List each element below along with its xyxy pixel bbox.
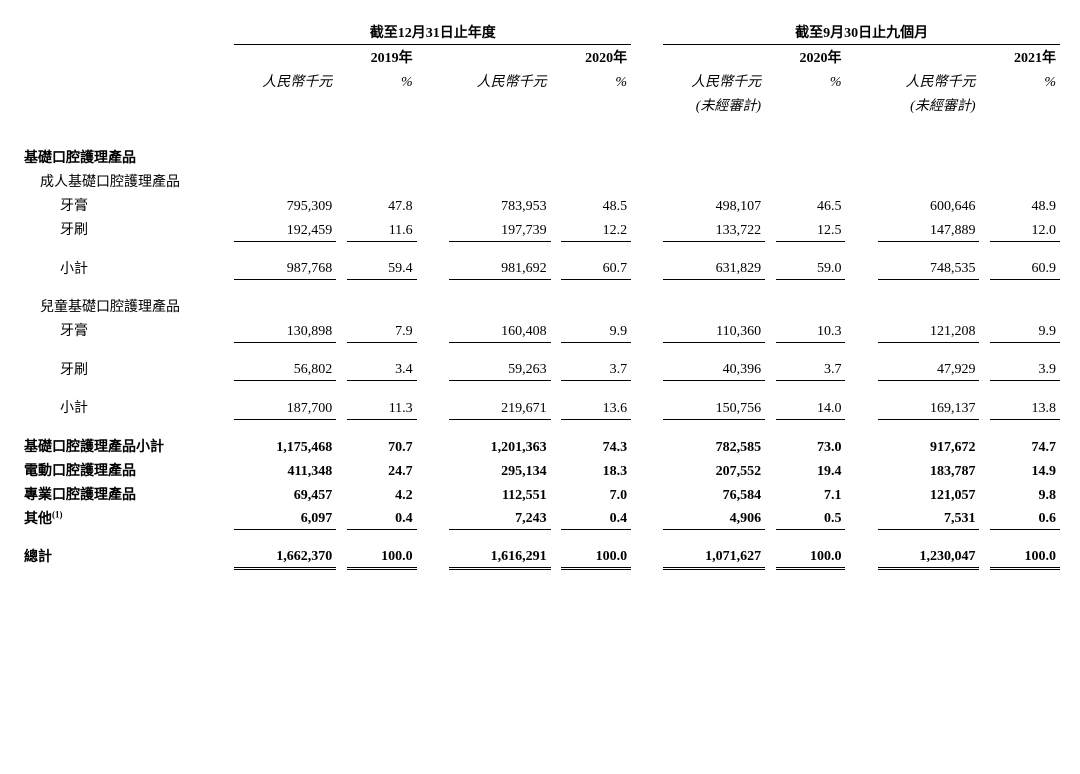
row-label: 基礎口腔護理產品小計 xyxy=(20,434,234,458)
row-label: 牙刷 xyxy=(20,357,234,381)
row-other: 其他(1) 6,0970.4 7,2430.4 4,9060.5 7,5310.… xyxy=(20,506,1060,530)
unit-label: 人民幣千元 xyxy=(234,69,336,93)
pct-label: % xyxy=(990,69,1060,93)
pct-label: % xyxy=(347,69,417,93)
row-adult-toothpaste: 牙膏 795,30947.8 783,95348.5 498,10746.5 6… xyxy=(20,193,1060,217)
header-period-row: 截至12月31日止年度 截至9月30日止九個月 xyxy=(20,20,1060,45)
row-label: 電動口腔護理產品 xyxy=(20,458,234,482)
header-unit-row: 人民幣千元 % 人民幣千元 % 人民幣千元 % 人民幣千元 % xyxy=(20,69,1060,93)
unit-label: 人民幣千元 xyxy=(878,69,980,93)
col-2021: 2021年 xyxy=(878,45,1060,70)
row-child-toothbrush: 牙刷 56,8023.4 59,2633.7 40,3963.7 47,9293… xyxy=(20,357,1060,381)
header-year-row: 2019年 2020年 2020年 2021年 xyxy=(20,45,1060,70)
row-label: 其他(1) xyxy=(20,506,234,530)
pct-label: % xyxy=(561,69,631,93)
col-2020: 2020年 xyxy=(449,45,631,70)
footnote-marker: (1) xyxy=(52,509,63,519)
row-label: 牙膏 xyxy=(20,193,234,217)
row-label: 小計 xyxy=(20,256,234,280)
row-child-toothpaste: 牙膏 130,8987.9 160,4089.9 110,36010.3 121… xyxy=(20,318,1060,342)
header-unaudited-row: (未經審計) (未經審計) xyxy=(20,93,1060,117)
col-2019: 2019年 xyxy=(234,45,416,70)
row-label: 牙膏 xyxy=(20,318,234,342)
row-adult-subtotal: 小計 987,76859.4 981,69260.7 631,82959.0 7… xyxy=(20,256,1060,280)
row-electric: 電動口腔護理產品 411,34824.7 295,13418.3 207,552… xyxy=(20,458,1060,482)
financial-table: 截至12月31日止年度 截至9月30日止九個月 2019年 2020年 2020… xyxy=(20,20,1060,570)
col-2020b: 2020年 xyxy=(663,45,845,70)
row-label: 小計 xyxy=(20,395,234,419)
row-label: 總計 xyxy=(20,544,234,568)
period1-title: 截至12月31日止年度 xyxy=(234,20,631,45)
adult-section-title: 成人基礎口腔護理產品 xyxy=(20,169,234,193)
row-professional: 專業口腔護理產品 69,4574.2 112,5517.0 76,5847.1 … xyxy=(20,482,1060,506)
basic-section-title: 基礎口腔護理產品 xyxy=(20,145,234,169)
row-label: 牙刷 xyxy=(20,217,234,241)
unit-label: 人民幣千元 xyxy=(449,69,551,93)
unaudited-label: (未經審計) xyxy=(663,93,765,117)
row-child-subtotal: 小計 187,70011.3 219,67113.6 150,75614.0 1… xyxy=(20,395,1060,419)
unaudited-label: (未經審計) xyxy=(878,93,980,117)
unit-label: 人民幣千元 xyxy=(663,69,765,93)
row-total: 總計 1,662,370100.0 1,616,291100.0 1,071,6… xyxy=(20,544,1060,568)
row-adult-toothbrush: 牙刷 192,45911.6 197,73912.2 133,72212.5 1… xyxy=(20,217,1060,241)
row-basic-subtotal: 基礎口腔護理產品小計 1,175,46870.7 1,201,36374.3 7… xyxy=(20,434,1060,458)
pct-label: % xyxy=(776,69,846,93)
child-section-title: 兒童基礎口腔護理產品 xyxy=(20,294,234,318)
row-label: 專業口腔護理產品 xyxy=(20,482,234,506)
period2-title: 截至9月30日止九個月 xyxy=(663,20,1060,45)
